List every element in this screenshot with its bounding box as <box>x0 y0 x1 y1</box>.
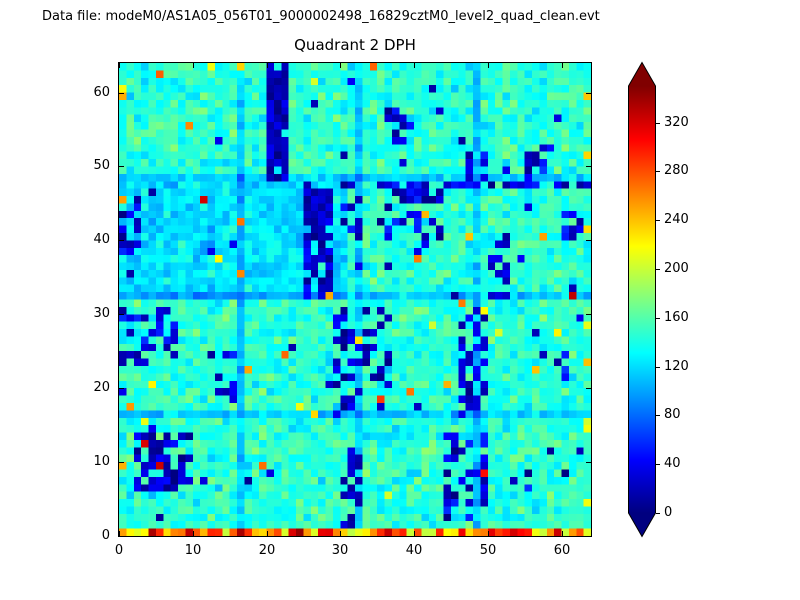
colorbar-tick-mark <box>656 464 660 465</box>
y-tick-mark-right <box>586 93 591 94</box>
x-tick-mark-top <box>267 63 268 68</box>
y-tick-mark-right <box>586 536 591 537</box>
y-tick-mark-right <box>586 388 591 389</box>
x-tick-label: 40 <box>405 543 423 558</box>
colorbar-tick-mark <box>656 123 660 124</box>
colorbar-gradient-bar <box>628 61 656 538</box>
colorbar-tick-mark <box>656 513 660 514</box>
y-tick-label: 50 <box>93 158 110 173</box>
x-tick-mark-top <box>119 63 120 68</box>
colorbar-tick-mark <box>656 367 660 368</box>
colorbar-tick-label: 160 <box>664 310 689 325</box>
y-tick-label: 0 <box>101 528 110 543</box>
y-tick-mark <box>119 93 124 94</box>
x-tick-mark <box>267 531 268 536</box>
y-tick-mark-right <box>586 240 591 241</box>
x-tick-mark-top <box>340 63 341 68</box>
heatmap-canvas <box>119 63 591 536</box>
y-tick-label: 30 <box>93 306 110 321</box>
x-tick-label: 60 <box>553 543 571 558</box>
y-tick-mark-right <box>586 314 591 315</box>
colorbar-tick-label: 280 <box>664 163 689 178</box>
x-tick-mark <box>119 531 120 536</box>
y-tick-label: 20 <box>93 380 110 395</box>
x-tick-mark <box>340 531 341 536</box>
y-tick-label: 60 <box>93 85 110 100</box>
colorbar-tick-label: 200 <box>664 261 689 276</box>
y-tick-mark <box>119 314 124 315</box>
colorbar-tick-label: 0 <box>664 505 673 520</box>
y-tick-mark-right <box>586 166 591 167</box>
colorbar-tick-mark <box>656 220 660 221</box>
chart-title: Quadrant 2 DPH <box>294 36 416 54</box>
x-tick-mark <box>414 531 415 536</box>
y-tick-mark <box>119 536 124 537</box>
y-tick-mark <box>119 462 124 463</box>
colorbar-tick-label: 120 <box>664 359 689 374</box>
y-tick-label: 10 <box>93 454 110 469</box>
x-tick-label: 50 <box>479 543 497 558</box>
y-tick-mark-right <box>586 462 591 463</box>
x-tick-label: 30 <box>331 543 349 558</box>
x-tick-mark <box>488 531 489 536</box>
heatmap-axes <box>118 62 592 537</box>
colorbar-tick-mark <box>656 415 660 416</box>
y-tick-mark <box>119 240 124 241</box>
x-tick-mark-top <box>193 63 194 68</box>
colorbar-tick-mark <box>656 171 660 172</box>
y-tick-mark <box>119 166 124 167</box>
colorbar-tick-label: 40 <box>664 456 681 471</box>
x-tick-mark-top <box>562 63 563 68</box>
y-tick-mark <box>119 388 124 389</box>
colorbar-tick-label: 320 <box>664 115 689 130</box>
y-tick-label: 40 <box>93 232 110 247</box>
x-tick-mark <box>193 531 194 536</box>
x-tick-label: 20 <box>258 543 276 558</box>
x-tick-mark-top <box>414 63 415 68</box>
x-tick-label: 0 <box>114 543 124 558</box>
colorbar-tick-mark <box>656 269 660 270</box>
x-tick-mark <box>562 531 563 536</box>
x-tick-mark-top <box>488 63 489 68</box>
colorbar-tick-mark <box>656 318 660 319</box>
data-file-label: Data file: modeM0/AS1A05_056T01_90000024… <box>42 9 600 24</box>
colorbar-tick-label: 80 <box>664 407 681 422</box>
colorbar <box>628 61 656 538</box>
x-tick-label: 10 <box>184 543 202 558</box>
colorbar-tick-label: 240 <box>664 212 689 227</box>
